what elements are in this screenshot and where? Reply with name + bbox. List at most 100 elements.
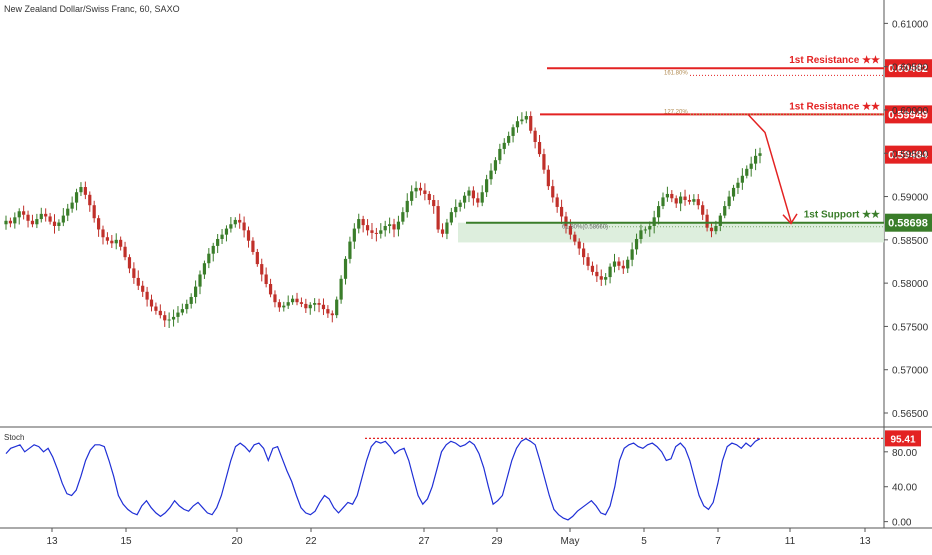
- candle-body: [335, 299, 339, 316]
- candle-body: [176, 312, 180, 317]
- candle-body: [61, 215, 65, 223]
- candle-body: [485, 179, 489, 193]
- candle-body: [185, 303, 189, 310]
- time-tick-label: 13: [46, 536, 58, 547]
- candle-body: [714, 225, 718, 232]
- candle-body: [17, 211, 21, 218]
- candle-body: [758, 153, 762, 156]
- candle-body: [365, 225, 370, 231]
- price-tick-label: 0.58000: [892, 279, 929, 290]
- candle-body: [70, 202, 74, 209]
- candle-body: [705, 214, 709, 228]
- candle-body: [242, 222, 246, 231]
- candle-body: [264, 274, 268, 284]
- candle-body: [260, 264, 264, 275]
- candle-body: [551, 186, 555, 198]
- candle-body: [577, 241, 581, 249]
- time-tick-label: 29: [491, 536, 503, 547]
- forecast-arrow-head: [782, 213, 798, 225]
- time-tick-label: 22: [305, 536, 317, 547]
- price-tick-label: 0.56500: [892, 409, 929, 420]
- candle-body: [13, 217, 17, 224]
- stoch-tick-label: 0.00: [892, 518, 912, 529]
- candle-body: [8, 220, 13, 224]
- candle-body: [480, 192, 484, 203]
- candle-body: [740, 175, 744, 183]
- candle-body: [643, 229, 647, 231]
- candle-body: [656, 206, 661, 218]
- level-price-label: 0.58698: [888, 218, 928, 230]
- support-zone-layer: [458, 222, 884, 243]
- fib-label: 61.80%(0.58660): [562, 225, 608, 231]
- candle-body: [502, 142, 506, 149]
- candle-body: [74, 192, 79, 203]
- candle-body: [83, 187, 87, 195]
- candle-body: [546, 169, 550, 187]
- time-tick-label: 5: [641, 536, 647, 547]
- candle-body: [145, 291, 149, 300]
- candle-body: [171, 316, 176, 320]
- candle-body: [679, 196, 683, 204]
- candle-body: [326, 309, 330, 314]
- candle-body: [114, 239, 118, 244]
- candle-body: [493, 160, 498, 171]
- candle-body: [555, 197, 559, 207]
- candle-body: [317, 303, 321, 305]
- stoch-label: Stoch: [4, 433, 24, 442]
- candle-body: [339, 278, 343, 300]
- candle-body: [286, 302, 290, 306]
- current-price-badge: [885, 145, 932, 164]
- price-tick-label: 0.58500: [892, 236, 929, 247]
- candle-body: [709, 227, 714, 232]
- candle-body: [476, 198, 480, 203]
- candle-body: [105, 237, 110, 241]
- time-tick-label: 11: [785, 536, 796, 547]
- candle-body: [392, 224, 396, 230]
- candle-body: [723, 206, 727, 216]
- candle-body: [211, 245, 215, 254]
- stoch-tick-label: 40.00: [892, 483, 917, 494]
- candle-body: [383, 225, 387, 231]
- candle-body: [753, 155, 758, 164]
- candle-body: [621, 265, 625, 269]
- time-tick-label: 20: [231, 536, 243, 547]
- candle-body: [238, 219, 242, 223]
- candle-body: [639, 230, 643, 239]
- candle-body: [440, 229, 445, 234]
- candle-body: [445, 222, 449, 234]
- candle-body: [88, 194, 92, 206]
- candle-body: [687, 200, 692, 202]
- price-tick-label: 0.57500: [892, 322, 929, 333]
- candle-body: [132, 268, 136, 278]
- support-zone: [458, 222, 884, 243]
- candle-body: [110, 240, 114, 244]
- candle-body: [343, 258, 348, 279]
- candle-body: [220, 234, 224, 239]
- candle-body: [136, 277, 140, 286]
- candle-body: [361, 219, 365, 226]
- candle-body: [66, 208, 70, 216]
- candle-body: [542, 154, 546, 170]
- candle-body: [511, 127, 515, 136]
- candle-body: [692, 199, 696, 202]
- level-name: 1st Resistance ★★: [789, 101, 880, 112]
- candles-layer: [4, 111, 762, 328]
- candle-body: [22, 211, 26, 215]
- candle-body: [401, 212, 405, 222]
- candle-body: [304, 303, 308, 309]
- candle-body: [154, 306, 158, 311]
- candle-body: [308, 304, 312, 309]
- current-price-label: 0.59484: [888, 150, 929, 162]
- candle-body: [207, 253, 211, 264]
- candle-body: [736, 182, 740, 188]
- level-name: 1st Support ★★: [804, 210, 880, 221]
- candle-body: [374, 232, 378, 234]
- price-tick-label: 0.59500: [892, 149, 929, 160]
- candle-body: [595, 271, 599, 277]
- level-price-label: 0.59949: [888, 109, 928, 121]
- candle-body: [520, 119, 524, 122]
- level-price-label: 0.60482: [888, 63, 928, 75]
- candle-body: [141, 285, 145, 292]
